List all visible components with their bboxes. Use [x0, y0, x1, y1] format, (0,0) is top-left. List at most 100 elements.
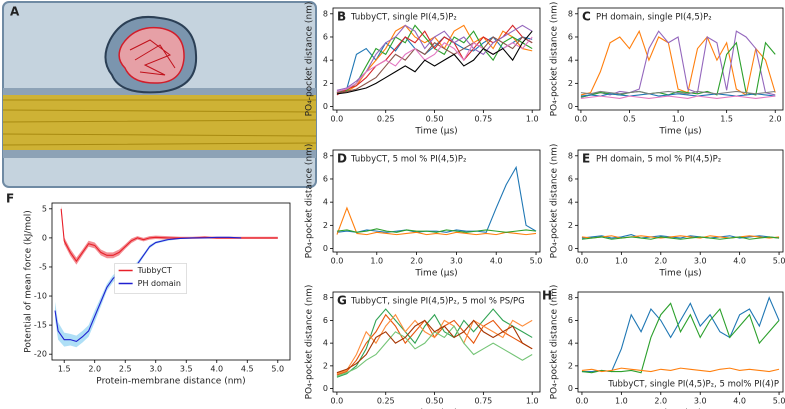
- y-tick-label: 0: [568, 102, 573, 111]
- y-tick-label: 8: [323, 151, 328, 160]
- panel-title: TubbyCT, single PI(4,5)P₂, 5 mol % PS/PG: [350, 297, 525, 307]
- series-line: [336, 165, 537, 233]
- x-tick-label: 4.0: [733, 397, 746, 406]
- panel-title: PH domain, single PI(4,5)P₂: [596, 13, 712, 23]
- y-tick-label: 6: [568, 174, 573, 183]
- y-tick-label: 6: [568, 316, 573, 325]
- axes-frame: [577, 291, 784, 393]
- series-line: [336, 325, 533, 377]
- y-axis-label: PO₄-pocket distance (nm): [305, 285, 315, 400]
- y-tick-label: 4: [568, 56, 573, 65]
- y-tick-label: 0: [323, 102, 328, 111]
- series-line: [60, 208, 278, 263]
- y-tick-label: 0: [568, 244, 573, 253]
- x-tick-label: 1.0: [615, 397, 628, 406]
- panel-label: E: [582, 152, 590, 166]
- series-line: [581, 296, 780, 373]
- series-line: [336, 36, 533, 94]
- series-line: [336, 30, 533, 95]
- panel-label: D: [337, 152, 347, 166]
- series-line: [580, 95, 776, 99]
- y-axis-label: PO₄-pocket distance (nm): [305, 2, 315, 117]
- series-line: [336, 313, 533, 375]
- y-axis-label: PO₄-pocket distance (nm): [305, 144, 315, 259]
- x-tick-label: 0.50: [426, 115, 444, 124]
- x-tick-label: 0.50: [426, 397, 444, 406]
- panel-title: TubbyCT, single PI(4,5)P₂: [350, 13, 457, 23]
- panel-label: H: [542, 289, 552, 303]
- x-tick-label: 1.0: [615, 257, 628, 266]
- axes-frame: [51, 202, 291, 361]
- panel-label: B: [337, 10, 346, 24]
- panel-label: F: [6, 192, 14, 206]
- y-tick-label: 4: [568, 198, 573, 207]
- y-tick-label: 4: [323, 339, 328, 348]
- y-tick-label: 4: [568, 339, 573, 348]
- legend-label: TubbyCT: [137, 266, 172, 275]
- series-line: [336, 24, 533, 92]
- x-tick-label: 5.0: [271, 365, 284, 374]
- panel-label: C: [582, 10, 591, 24]
- y-tick-label: -20: [34, 350, 47, 359]
- y-tick-label: 2: [323, 79, 328, 88]
- protein-backbone: [129, 39, 176, 76]
- x-axis-label: Time (µs): [658, 127, 701, 137]
- x-axis-label: Time (µs): [414, 127, 457, 137]
- x-tick-label: 4.0: [733, 257, 746, 266]
- x-tick-label: 3.5: [180, 365, 193, 374]
- series-line: [336, 24, 533, 94]
- x-tick-label: 4.5: [241, 365, 254, 374]
- x-tick-label: 3.0: [149, 365, 162, 374]
- y-tick-label: 8: [568, 293, 573, 302]
- y-tick-label: 0: [568, 384, 573, 393]
- y-tick-label: 0: [323, 244, 328, 253]
- x-tick-label: 2.0: [410, 257, 423, 266]
- x-tick-label: 3.0: [694, 397, 707, 406]
- y-tick-label: -10: [34, 292, 47, 301]
- panel-title: TubbyCT, 5 mol % PI(4,5)P₂: [350, 155, 466, 165]
- legend-label: PH domain: [138, 279, 181, 288]
- y-tick-label: 6: [323, 174, 328, 183]
- x-axis-label: Time (µs): [414, 269, 457, 279]
- lipid-tails: [3, 95, 316, 150]
- series-line: [580, 93, 776, 97]
- x-tick-label: 0.0: [576, 397, 589, 406]
- y-tick-label: 8: [323, 293, 328, 302]
- x-tick-label: 2.5: [119, 365, 132, 374]
- axes-frame: [332, 291, 541, 393]
- x-tick-label: 0.25: [377, 397, 395, 406]
- x-tick-label: 2.0: [654, 397, 667, 406]
- y-tick-label: 2: [568, 361, 573, 370]
- x-tick-label: 1.5: [720, 115, 733, 124]
- y-tick-label: 6: [323, 32, 328, 41]
- y-axis-label: PO₄-pocket distance (nm): [550, 144, 560, 259]
- error-band: [61, 205, 278, 265]
- x-tick-label: 1.5: [58, 365, 71, 374]
- series-line: [336, 308, 533, 378]
- protein: [118, 26, 185, 84]
- axes-frame: [332, 7, 541, 111]
- y-tick-label: 0: [42, 233, 47, 242]
- series-line: [336, 36, 533, 94]
- lipid-lines: [2, 99, 317, 146]
- x-axis-label: Time (µs): [658, 269, 701, 279]
- y-tick-label: 5: [42, 204, 47, 213]
- x-tick-label: 4.0: [490, 257, 503, 266]
- y-tick-label: 8: [323, 9, 328, 18]
- y-tick-label: 6: [568, 32, 573, 41]
- series-line: [580, 90, 776, 95]
- panel-title: PH domain, 5 mol % PI(4,5)P₂: [596, 155, 721, 165]
- x-tick-label: 0.5: [623, 115, 636, 124]
- x-tick-label: 0.0: [576, 257, 589, 266]
- series-line: [336, 24, 533, 96]
- series-line: [581, 236, 780, 240]
- y-axis-label: Potential of mean force (kJ/mol): [24, 210, 34, 352]
- x-tick-label: 5.0: [773, 257, 785, 266]
- series-line: [336, 313, 533, 376]
- x-tick-label: 0.75: [474, 115, 492, 124]
- y-tick-label: 2: [568, 221, 573, 230]
- x-tick-label: 1.0: [672, 115, 685, 124]
- x-tick-label: 4.0: [210, 365, 223, 374]
- x-tick-label: 0.25: [377, 115, 395, 124]
